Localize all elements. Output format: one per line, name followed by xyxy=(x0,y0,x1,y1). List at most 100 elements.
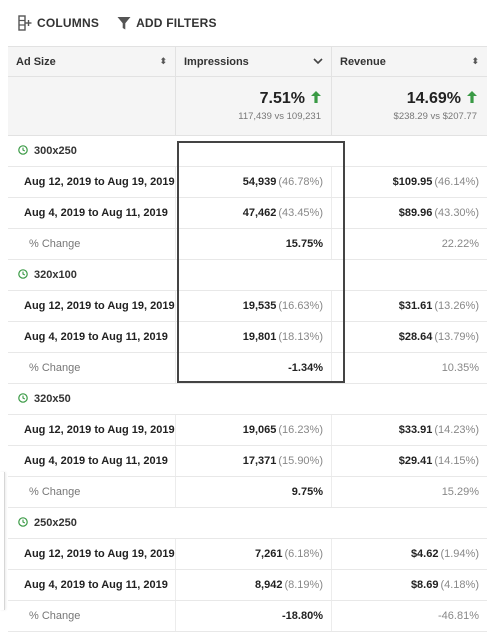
impressions-change-pct: 7.51% xyxy=(259,90,305,107)
impressions-share: (16.63%) xyxy=(278,300,323,312)
change-row: % Change 15.75% 22.22% xyxy=(8,229,487,260)
impressions-change-value: -1.34% xyxy=(288,362,323,374)
change-row: % Change -18.80% -46.81% xyxy=(8,601,487,632)
date-range-cell: Aug 4, 2019 to Aug 11, 2019 xyxy=(8,322,176,352)
impressions-share: (18.13%) xyxy=(278,331,323,343)
revenue-share: (46.14%) xyxy=(434,176,479,188)
columns-icon xyxy=(18,15,32,31)
ad-size-header-label: Ad Size xyxy=(16,55,56,68)
clock-icon xyxy=(18,516,28,530)
revenue-change-cell: 22.22% xyxy=(332,229,487,259)
revenue-change-value: 15.29% xyxy=(441,486,479,498)
revenue-share: (4.18%) xyxy=(440,579,479,591)
impressions-cell: 7,261 (6.18%) xyxy=(176,539,332,569)
filter-icon xyxy=(117,16,131,31)
impressions-comparison: 117,439 vs 109,231 xyxy=(238,111,321,122)
change-label: % Change xyxy=(8,477,176,507)
impressions-share: (16.23%) xyxy=(278,424,323,436)
group-header[interactable]: 300x250 xyxy=(8,136,487,167)
table-row[interactable]: Aug 12, 2019 to Aug 19, 2019 19,535 (16.63… xyxy=(8,291,487,322)
table-row[interactable]: Aug 12, 2019 to Aug 19, 2019 54,939 (46.78… xyxy=(8,167,487,198)
revenue-cell: $29.41 (14.15%) xyxy=(332,446,487,476)
revenue-value: $29.41 xyxy=(398,455,433,467)
clock-icon xyxy=(18,392,28,406)
table-row[interactable]: Aug 4, 2019 to Aug 11, 2019 19,801 (18.13%… xyxy=(8,322,487,353)
impressions-change-cell: -1.34% xyxy=(176,353,332,383)
date-range-cell: Aug 4, 2019 to Aug 11, 2019 xyxy=(8,198,176,228)
table-row[interactable]: Aug 12, 2019 to Aug 19, 2019 19,065 (16.23… xyxy=(8,415,487,446)
impressions-change-value: 15.75% xyxy=(285,238,323,250)
change-label: % Change xyxy=(8,601,176,631)
revenue-comparison: $238.29 vs $207.77 xyxy=(393,111,477,122)
revenue-header-label: Revenue xyxy=(340,55,386,68)
revenue-share: (13.26%) xyxy=(434,300,479,312)
table-row[interactable]: Aug 4, 2019 to Aug 11, 2019 8,942 (8.19%) $… xyxy=(8,570,487,601)
impressions-column-header[interactable]: Impressions xyxy=(176,47,332,76)
impressions-share: (15.90%) xyxy=(278,455,323,467)
arrow-up-icon xyxy=(311,90,321,108)
revenue-value: $109.95 xyxy=(392,176,433,188)
impressions-share: (43.45%) xyxy=(278,207,323,219)
revenue-cell: $28.64 (13.79%) xyxy=(332,322,487,352)
group-header[interactable]: 320x100 xyxy=(8,260,487,291)
change-row: % Change -1.34% 10.35% xyxy=(8,353,487,384)
impressions-value: 19,065 xyxy=(242,424,277,436)
revenue-value: $33.91 xyxy=(398,424,433,436)
change-label: % Change xyxy=(8,353,176,383)
change-label: % Change xyxy=(8,229,176,259)
revenue-summary: 14.69% $238.29 vs $207.77 xyxy=(332,77,487,135)
table-row[interactable]: Aug 4, 2019 to Aug 11, 2019 17,371 (15.90%… xyxy=(8,446,487,477)
summary-row: 7.51% 117,439 vs 109,231 14.69% $238.29 … xyxy=(8,77,487,136)
table-row[interactable]: Aug 4, 2019 to Aug 11, 2019 47,462 (43.45%… xyxy=(8,198,487,229)
change-row: % Change 9.75% 15.29% xyxy=(8,477,487,508)
summary-empty-cell xyxy=(8,77,176,135)
add-filters-button[interactable]: ADD FILTERS xyxy=(117,16,217,31)
revenue-change-value: 10.35% xyxy=(441,362,479,374)
grouped-rows: 300x250 Aug 12, 2019 to Aug 19, 2019 54,93… xyxy=(8,136,487,632)
impressions-cell: 47,462 (43.45%) xyxy=(176,198,332,228)
impressions-summary: 7.51% 117,439 vs 109,231 xyxy=(176,77,332,135)
group-header[interactable]: 320x50 xyxy=(8,384,487,415)
add-filters-label: ADD FILTERS xyxy=(136,16,217,30)
impressions-cell: 8,942 (8.19%) xyxy=(176,570,332,600)
clock-icon xyxy=(18,144,28,158)
arrow-up-icon xyxy=(467,90,477,108)
sort-both-icon: ⬍ xyxy=(471,56,479,66)
revenue-value: $28.64 xyxy=(398,331,433,343)
revenue-value: $89.96 xyxy=(398,207,433,219)
impressions-change-cell: -18.80% xyxy=(176,601,332,631)
revenue-column-header[interactable]: Revenue ⬍ xyxy=(332,47,487,76)
impressions-value: 19,535 xyxy=(242,300,277,312)
revenue-share: (1.94%) xyxy=(440,548,479,560)
revenue-change-value: 22.22% xyxy=(441,238,479,250)
revenue-share: (13.79%) xyxy=(434,331,479,343)
impressions-header-label: Impressions xyxy=(184,55,249,68)
columns-button[interactable]: COLUMNS xyxy=(18,15,99,31)
date-range-cell: Aug 12, 2019 to Aug 19, 2019 xyxy=(8,291,176,321)
impressions-share: (6.18%) xyxy=(284,548,323,560)
report-table: Ad Size ⬍ Impressions Revenue ⬍ 7.51% 11… xyxy=(8,46,487,632)
impressions-cell: 19,065 (16.23%) xyxy=(176,415,332,445)
revenue-change-pct: 14.69% xyxy=(406,90,461,107)
group-name: 320x100 xyxy=(34,269,77,281)
ad-size-column-header[interactable]: Ad Size ⬍ xyxy=(8,47,176,76)
revenue-value: $8.69 xyxy=(410,579,439,591)
group-header[interactable]: 250x250 xyxy=(8,508,487,539)
impressions-change-cell: 15.75% xyxy=(176,229,332,259)
revenue-change-cell: 10.35% xyxy=(332,353,487,383)
impressions-share: (8.19%) xyxy=(284,579,323,591)
table-row[interactable]: Aug 12, 2019 to Aug 19, 2019 7,261 (6.18%)… xyxy=(8,539,487,570)
impressions-value: 7,261 xyxy=(254,548,283,560)
revenue-value: $4.62 xyxy=(410,548,439,560)
impressions-change-value: -18.80% xyxy=(282,610,323,622)
revenue-share: (14.23%) xyxy=(434,424,479,436)
date-range-cell: Aug 12, 2019 to Aug 19, 2019 xyxy=(8,167,176,197)
revenue-share: (14.15%) xyxy=(434,455,479,467)
revenue-cell: $89.96 (43.30%) xyxy=(332,198,487,228)
impressions-cell: 19,801 (18.13%) xyxy=(176,322,332,352)
revenue-cell: $31.61 (13.26%) xyxy=(332,291,487,321)
date-range-cell: Aug 12, 2019 to Aug 19, 2019 xyxy=(8,539,176,569)
date-range-cell: Aug 4, 2019 to Aug 11, 2019 xyxy=(8,446,176,476)
date-range-cell: Aug 4, 2019 to Aug 11, 2019 xyxy=(8,570,176,600)
date-range-cell: Aug 12, 2019 to Aug 19, 2019 xyxy=(8,415,176,445)
